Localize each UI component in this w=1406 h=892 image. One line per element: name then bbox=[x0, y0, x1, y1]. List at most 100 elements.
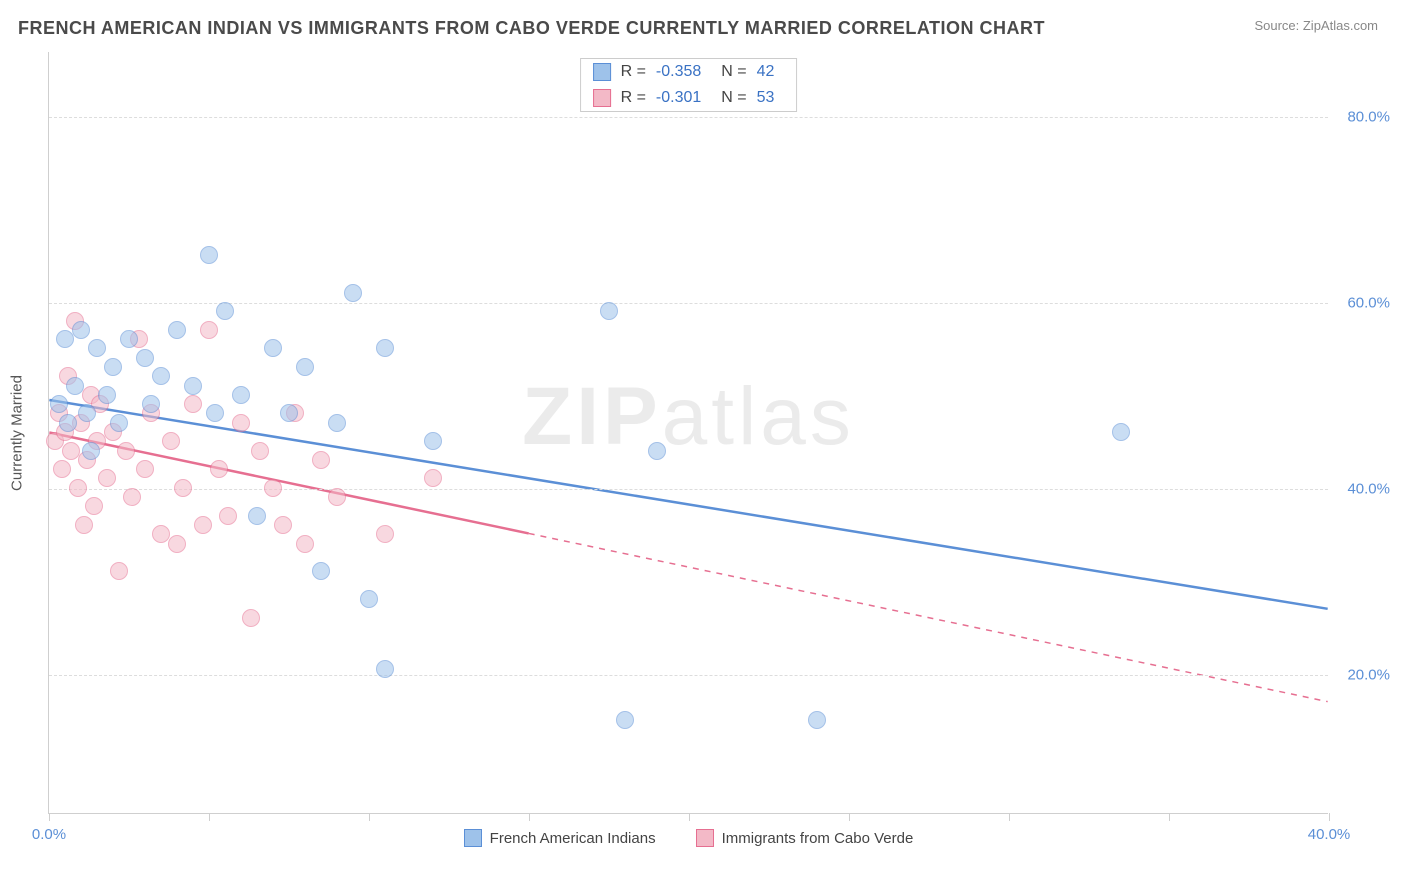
data-point bbox=[376, 339, 394, 357]
source-label: Source: ZipAtlas.com bbox=[1254, 18, 1378, 33]
x-tick bbox=[1009, 813, 1010, 821]
data-point bbox=[98, 469, 116, 487]
data-point bbox=[200, 321, 218, 339]
legend-swatch bbox=[593, 63, 611, 81]
legend-item: French American Indians bbox=[464, 829, 656, 847]
data-point bbox=[328, 488, 346, 506]
y-tick-label: 60.0% bbox=[1347, 294, 1390, 311]
chart-header: FRENCH AMERICAN INDIAN VS IMMIGRANTS FRO… bbox=[0, 0, 1406, 47]
x-tick bbox=[49, 813, 50, 821]
data-point bbox=[206, 404, 224, 422]
data-point bbox=[72, 321, 90, 339]
x-tick bbox=[209, 813, 210, 821]
data-point bbox=[251, 442, 269, 460]
trend-line-extrapolated bbox=[529, 533, 1328, 701]
data-point bbox=[616, 711, 634, 729]
data-point bbox=[110, 562, 128, 580]
data-point bbox=[98, 386, 116, 404]
chart-title: FRENCH AMERICAN INDIAN VS IMMIGRANTS FRO… bbox=[18, 18, 1045, 39]
data-point bbox=[50, 395, 68, 413]
data-point bbox=[85, 497, 103, 515]
legend-row: R =-0.301N =53 bbox=[581, 85, 797, 111]
data-point bbox=[69, 479, 87, 497]
data-point bbox=[312, 562, 330, 580]
data-point bbox=[808, 711, 826, 729]
data-point bbox=[200, 246, 218, 264]
data-point bbox=[88, 339, 106, 357]
data-point bbox=[344, 284, 362, 302]
data-point bbox=[78, 404, 96, 422]
x-tick bbox=[849, 813, 850, 821]
data-point bbox=[296, 535, 314, 553]
legend-r-label: R = bbox=[621, 89, 646, 107]
legend-series-name: Immigrants from Cabo Verde bbox=[722, 830, 914, 847]
series-legend: French American Indians Immigrants from C… bbox=[49, 829, 1328, 847]
data-point bbox=[184, 377, 202, 395]
data-point bbox=[248, 507, 266, 525]
data-point bbox=[174, 479, 192, 497]
y-tick-label: 20.0% bbox=[1347, 666, 1390, 683]
x-tick bbox=[689, 813, 690, 821]
data-point bbox=[648, 442, 666, 460]
data-point bbox=[280, 404, 298, 422]
data-point bbox=[162, 432, 180, 450]
data-point bbox=[264, 339, 282, 357]
legend-series-name: French American Indians bbox=[490, 830, 656, 847]
data-point bbox=[142, 395, 160, 413]
x-tick bbox=[529, 813, 530, 821]
data-point bbox=[168, 535, 186, 553]
data-point bbox=[424, 432, 442, 450]
legend-swatch bbox=[464, 829, 482, 847]
y-tick-label: 40.0% bbox=[1347, 480, 1390, 497]
data-point bbox=[117, 442, 135, 460]
data-point bbox=[376, 525, 394, 543]
gridline bbox=[49, 489, 1328, 490]
legend-r-value: -0.358 bbox=[656, 63, 701, 81]
x-tick bbox=[369, 813, 370, 821]
data-point bbox=[53, 460, 71, 478]
data-point bbox=[136, 349, 154, 367]
legend-r-label: R = bbox=[621, 63, 646, 81]
data-point bbox=[104, 358, 122, 376]
legend-swatch bbox=[593, 89, 611, 107]
data-point bbox=[194, 516, 212, 534]
legend-item: Immigrants from Cabo Verde bbox=[696, 829, 914, 847]
trend-lines bbox=[49, 52, 1328, 813]
legend-n-label: N = bbox=[721, 63, 746, 81]
data-point bbox=[56, 330, 74, 348]
data-point bbox=[376, 660, 394, 678]
data-point bbox=[123, 488, 141, 506]
scatter-chart: ZIPatlas Currently Married R =-0.358N =4… bbox=[48, 52, 1328, 814]
data-point bbox=[232, 386, 250, 404]
data-point bbox=[424, 469, 442, 487]
data-point bbox=[264, 479, 282, 497]
data-point bbox=[312, 451, 330, 469]
data-point bbox=[360, 590, 378, 608]
y-tick-label: 80.0% bbox=[1347, 109, 1390, 126]
x-tick bbox=[1329, 813, 1330, 821]
data-point bbox=[1112, 423, 1130, 441]
data-point bbox=[168, 321, 186, 339]
data-point bbox=[75, 516, 93, 534]
data-point bbox=[274, 516, 292, 534]
data-point bbox=[210, 460, 228, 478]
gridline bbox=[49, 303, 1328, 304]
legend-row: R = -0.358 N = 42 bbox=[581, 59, 797, 85]
data-point bbox=[232, 414, 250, 432]
data-point bbox=[242, 609, 260, 627]
y-axis-label: Currently Married bbox=[9, 375, 26, 491]
gridline bbox=[49, 117, 1328, 118]
data-point bbox=[296, 358, 314, 376]
x-tick-label: 0.0% bbox=[32, 826, 66, 843]
legend-r-value: -0.301 bbox=[656, 89, 701, 107]
data-point bbox=[184, 395, 202, 413]
data-point bbox=[152, 367, 170, 385]
data-point bbox=[216, 302, 234, 320]
data-point bbox=[219, 507, 237, 525]
data-point bbox=[66, 377, 84, 395]
data-point bbox=[110, 414, 128, 432]
data-point bbox=[328, 414, 346, 432]
correlation-legend: R =-0.358N =42R =-0.301N =53 bbox=[580, 58, 798, 112]
legend-n-label: N = bbox=[721, 89, 746, 107]
legend-n-value: 42 bbox=[757, 63, 775, 81]
